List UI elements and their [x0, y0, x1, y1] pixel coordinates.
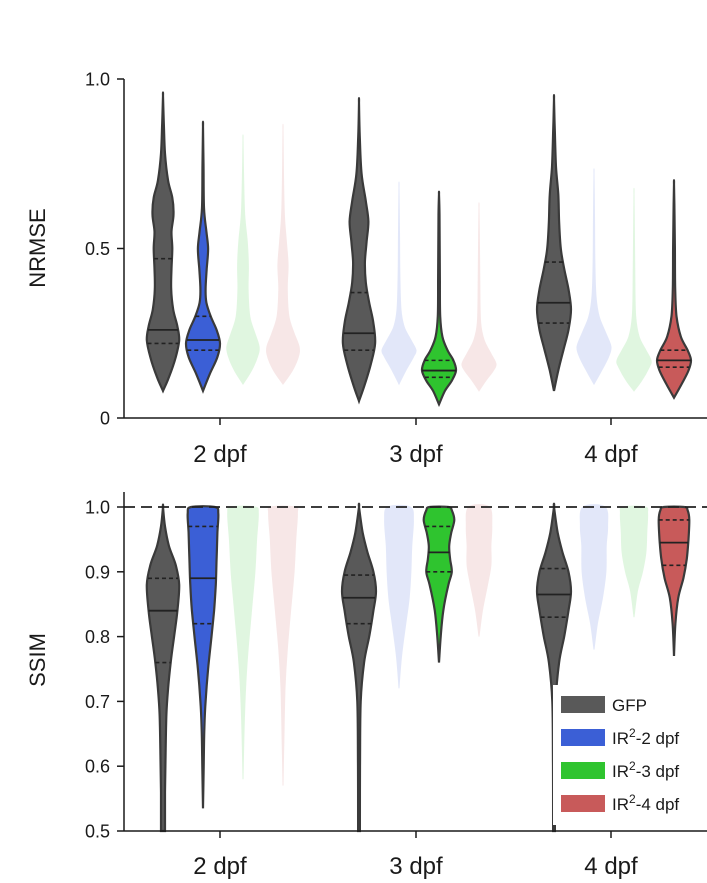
- ssim-violin-3-dpf-ir2-4dpf: [465, 504, 493, 637]
- ssim-violin-4-dpf-ir2-3dpf: [619, 505, 649, 618]
- legend-item-ir2-3dpf: IR2-3 dpf: [561, 759, 679, 781]
- ssim-y-label: SSIM: [25, 633, 50, 687]
- nrmse-x-tick-label-4-dpf: 4 dpf: [584, 441, 638, 468]
- ssim-x-ticks: 2 dpf 3 dpf 4 dpf: [193, 831, 638, 880]
- violin-body: [145, 503, 181, 833]
- nrmse-violins: [145, 91, 693, 408]
- legend-swatch-gfp: [561, 696, 605, 713]
- nrmse-violin-3-dpf-ir2-4dpf: [461, 202, 497, 392]
- violin-body: [226, 134, 260, 386]
- legend-label-ir2-3dpf: IR2-3 dpf: [612, 759, 679, 781]
- legend-label-ir2-4dpf: IR2-4 dpf: [612, 792, 679, 814]
- nrmse-violin-2-dpf-ir2-4dpf: [266, 123, 300, 385]
- nrmse-x-tick-label-3-dpf: 3 dpf: [389, 441, 443, 468]
- legend-item-gfp: GFP: [561, 696, 647, 715]
- nrmse-violin-2-dpf-ir2-3dpf: [226, 134, 260, 386]
- ssim-x-tick-label-2-dpf: 2 dpf: [193, 853, 247, 880]
- nrmse-y-tick-label: 0.5: [85, 239, 110, 259]
- violin-body: [384, 504, 414, 689]
- violin-body: [619, 505, 649, 618]
- violin-body: [266, 123, 300, 385]
- ssim-y-tick-label: 1.0: [85, 498, 110, 518]
- nrmse-panel: 0 0.5 1.0 2 dpf 3 dpf 4 dpf NRMSE: [25, 70, 707, 468]
- violin-body: [340, 502, 378, 833]
- ssim-y-tick-label: 0.5: [85, 822, 110, 842]
- nrmse-violin-3-dpf-gfp: [341, 96, 377, 405]
- violin-body: [420, 190, 458, 408]
- nrmse-violin-3-dpf-ir2-3dpf: [420, 190, 458, 408]
- ssim-y-tick-label: 0.7: [85, 692, 110, 712]
- violin-body: [145, 91, 181, 394]
- legend: GFP IR2-2 dpf IR2-3 dpf IR2-4 dpf: [553, 685, 703, 825]
- ssim-y-tick-label: 0.8: [85, 627, 110, 647]
- violin-body: [184, 120, 222, 394]
- violin-body: [341, 96, 377, 405]
- ssim-violin-3-dpf-gfp: [340, 502, 378, 833]
- legend-item-ir2-4dpf: IR2-4 dpf: [561, 792, 679, 814]
- legend-label-ir2-2dpf: IR2-2 dpf: [612, 726, 679, 748]
- nrmse-y-tick-label: 1.0: [85, 70, 110, 90]
- ssim-violin-4-dpf-ir2-2dpf: [579, 504, 609, 650]
- legend-swatch-ir2-3dpf: [561, 762, 605, 779]
- legend-swatch-ir2-2dpf: [561, 729, 605, 746]
- violin-body: [381, 181, 417, 386]
- nrmse-violin-4-dpf-ir2-3dpf: [616, 187, 652, 392]
- ssim-violin-2-dpf-gfp: [145, 503, 181, 833]
- nrmse-y-label: NRMSE: [25, 208, 50, 287]
- nrmse-violin-3-dpf-ir2-2dpf: [381, 181, 417, 386]
- ssim-violin-2-dpf-ir2-2dpf: [186, 505, 220, 809]
- nrmse-violin-4-dpf-ir2-4dpf: [655, 179, 693, 400]
- violin-body: [657, 505, 691, 657]
- nrmse-y-tick-label: 0: [100, 409, 110, 429]
- nrmse-violin-4-dpf-ir2-2dpf: [576, 168, 612, 386]
- violin-body: [186, 505, 220, 809]
- violin-body: [465, 504, 493, 637]
- violin-body: [535, 94, 573, 392]
- legend-item-ir2-2dpf: IR2-2 dpf: [561, 726, 679, 748]
- nrmse-violin-2-dpf-ir2-2dpf: [184, 120, 222, 394]
- violin-body: [616, 187, 652, 392]
- violin-body: [422, 505, 456, 663]
- violin-body: [579, 504, 609, 650]
- ssim-panel: 0.50.60.70.80.91.0 2 dpf 3 dpf 4 dpf SSIM …: [25, 492, 707, 880]
- ssim-violin-2-dpf-ir2-3dpf: [227, 505, 259, 780]
- nrmse-x-ticks: 2 dpf 3 dpf 4 dpf: [193, 418, 638, 468]
- nrmse-violin-2-dpf-gfp: [145, 91, 181, 394]
- violin-body: [267, 505, 299, 786]
- ssim-y-tick-label: 0.6: [85, 757, 110, 777]
- violin-body: [576, 168, 612, 386]
- ssim-y-tick-label: 0.9: [85, 562, 110, 582]
- ssim-violin-3-dpf-ir2-2dpf: [384, 504, 414, 689]
- violin-body: [655, 179, 693, 400]
- ssim-violin-4-dpf-gfp: [535, 502, 573, 833]
- nrmse-x-tick-label-2-dpf: 2 dpf: [193, 441, 247, 468]
- legend-label-gfp: GFP: [612, 696, 647, 715]
- ssim-violin-3-dpf-ir2-3dpf: [422, 505, 456, 663]
- ssim-x-tick-label-3-dpf: 3 dpf: [389, 853, 443, 880]
- ssim-violin-2-dpf-ir2-4dpf: [267, 505, 299, 786]
- violin-body: [535, 502, 573, 833]
- nrmse-y-ticks: 0 0.5 1.0: [85, 70, 124, 429]
- violin-body: [227, 505, 259, 780]
- ssim-violins: [145, 502, 691, 833]
- violin-body: [461, 202, 497, 392]
- ssim-violin-4-dpf-ir2-4dpf: [657, 505, 691, 657]
- ssim-x-tick-label-4-dpf: 4 dpf: [584, 853, 638, 880]
- nrmse-violin-4-dpf-gfp: [535, 94, 573, 392]
- ssim-y-ticks: 0.5 0.6 0.7 0.8 0.9 1.0: [85, 498, 124, 842]
- legend-swatch-ir2-4dpf: [561, 795, 605, 812]
